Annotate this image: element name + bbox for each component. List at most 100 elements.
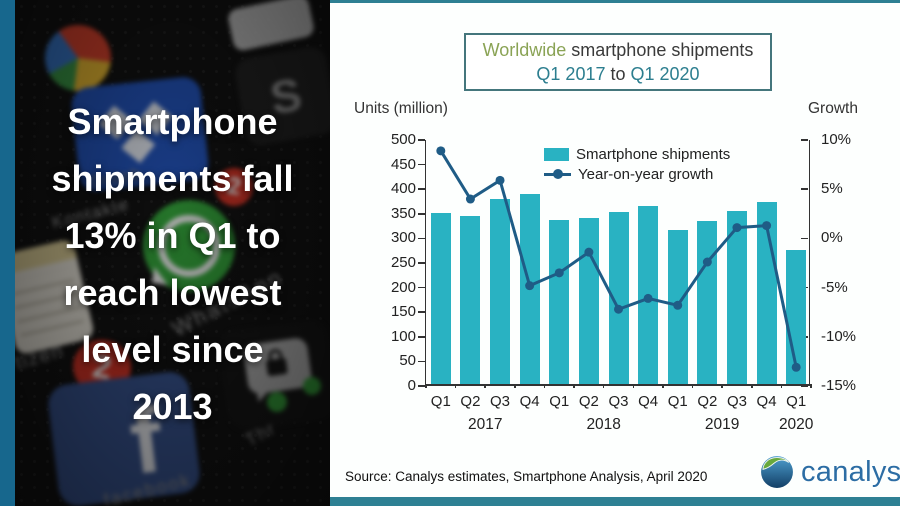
phone-photo-panel: S Kontakte Dropb 2 WhatsApp tizen 2 f fa… [15, 0, 330, 506]
left-axis-tick [418, 139, 425, 141]
right-axis-tick-label: -5% [821, 278, 848, 296]
right-axis-tick [801, 188, 808, 190]
growth-point [643, 293, 653, 303]
shipments-bar [608, 212, 629, 384]
canalys-globe-icon [761, 456, 793, 488]
x-axis-tick [751, 384, 753, 388]
growth-point [465, 194, 475, 204]
growth-point [732, 223, 742, 233]
growth-point [495, 175, 505, 185]
growth-point [614, 304, 623, 314]
canalys-logo: canalys [760, 455, 900, 489]
legend-row-growth: Year-on-year growth [544, 164, 730, 184]
legend-row-shipments: Smartphone shipments [544, 144, 730, 164]
x-axis-quarter-label: Q4 [756, 393, 777, 410]
legend-growth-label: Year-on-year growth [578, 165, 714, 183]
x-axis-tick [425, 384, 427, 388]
shipments-bar [549, 219, 570, 384]
photo-dark-overlay [15, 0, 330, 506]
x-axis-year-label: 2018 [586, 416, 621, 433]
left-axis-tick [418, 311, 425, 313]
x-axis-quarter-label: Q3 [490, 393, 511, 410]
x-axis-quarter-label: Q1 [430, 393, 451, 410]
shipments-bar [490, 199, 511, 384]
growth-point [525, 281, 535, 291]
x-axis-tick [691, 384, 694, 388]
left-axis-tick-label: 100 [390, 327, 416, 345]
left-axis-tick [418, 237, 425, 240]
left-axis-tick [418, 286, 425, 289]
growth-point [584, 247, 594, 257]
legend-bar-swatch [544, 147, 569, 161]
x-axis-tick [454, 384, 457, 388]
left-axis-tick [418, 360, 425, 363]
growth-line [439, 150, 798, 368]
right-axis-tick-label: 0% [821, 229, 843, 247]
legend-shipments-label: Smartphone shipments [576, 145, 731, 163]
left-axis-tick-label: 300 [390, 229, 416, 247]
source-note: Source: Canalys estimates, Smartphone An… [345, 469, 708, 484]
growth-point [554, 268, 564, 278]
left-axis-tick [418, 262, 425, 264]
left-axis-tick-label: 200 [390, 278, 416, 296]
x-axis-tick [662, 384, 664, 388]
x-axis-tick [543, 384, 546, 388]
x-axis-year-label: 2017 [467, 416, 503, 433]
growth-point [673, 300, 683, 310]
x-axis-quarter-label: Q3 [608, 393, 629, 410]
left-axis-tick-label: 400 [390, 180, 416, 198]
title-worldwide: Worldwide [482, 40, 567, 60]
x-axis-tick [573, 384, 575, 388]
x-axis-quarter-label: Q1 [786, 393, 807, 410]
left-axis-tick [418, 188, 425, 190]
chart-title-line2: Q1 2017 to Q1 2020 [470, 62, 766, 86]
x-axis-quarter-label: Q4 [519, 393, 540, 410]
growth-line-layer [436, 146, 801, 372]
left-axis-tick-label: 50 [399, 352, 416, 370]
shipments-bar [430, 213, 451, 384]
left-axis-tick [418, 213, 425, 215]
left-axis-tick [418, 385, 425, 387]
chart-title-box: Worldwide smartphone shipments Q1 2017 t… [464, 33, 772, 91]
x-axis-quarter-label: Q1 [667, 393, 688, 410]
bottom-accent-strip [330, 497, 900, 506]
growth-point [702, 257, 712, 267]
growth-point [791, 362, 801, 372]
chart-legend: Smartphone shipments Year-on-year growth [544, 144, 730, 184]
shipments-bar [697, 221, 718, 384]
title-range-mid: to [605, 64, 631, 84]
left-axis-tick-label: 250 [390, 254, 416, 271]
growth-point [762, 221, 772, 231]
right-axis-tick [801, 139, 808, 141]
x-axis-quarter-label: Q2 [460, 393, 481, 410]
left-axis-tick-label: 450 [390, 155, 416, 173]
x-axis-quarter-label: Q2 [697, 393, 718, 410]
x-axis-tick [780, 384, 783, 388]
x-axis-year-label: 2020 [778, 416, 814, 433]
title-range-end: Q1 2020 [630, 64, 700, 84]
left-axis-tick-label: 150 [390, 303, 416, 321]
right-axis-tick [801, 385, 808, 387]
right-axis-tick-label: -10% [821, 327, 857, 345]
shipments-bar [726, 210, 747, 384]
chart-title-line1: Worldwide smartphone shipments [470, 38, 766, 62]
growth-point [436, 146, 446, 156]
headline-text: Smartphone shipments fall 13% in Q1 to r… [51, 101, 294, 427]
left-axis-tick-label: 0 [407, 377, 416, 394]
x-axis-tick [602, 384, 605, 388]
title-range-start: Q1 2017 [536, 64, 606, 84]
shipments-bar [460, 216, 481, 384]
right-axis-tick-label: 10% [821, 131, 852, 148]
x-axis-tick [810, 384, 812, 388]
x-axis-year-label: 2019 [704, 416, 740, 433]
right-axis-title: Growth [808, 100, 858, 117]
plot-area: Smartphone shipments Year-on-year growth… [391, 131, 856, 433]
left-axis-tick [418, 163, 425, 166]
legend-line-swatch [544, 169, 571, 179]
x-axis-tick [721, 384, 723, 388]
x-axis-tick [514, 384, 516, 388]
x-axis-tick [632, 384, 635, 388]
x-axis-quarter-label: Q4 [638, 393, 659, 410]
x-axis-quarter-label: Q1 [549, 393, 570, 410]
